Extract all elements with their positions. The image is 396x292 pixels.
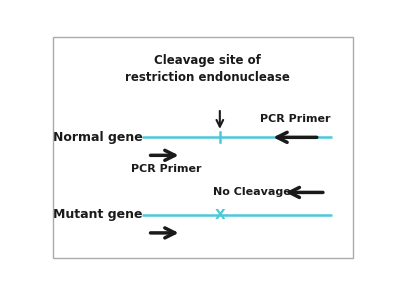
Text: PCR Primer: PCR Primer [260,114,330,124]
Text: Cleavage site of
restriction endonuclease: Cleavage site of restriction endonucleas… [125,54,290,84]
Text: X: X [215,208,225,222]
Text: Mutant gene: Mutant gene [53,208,142,221]
Text: No Cleavage: No Cleavage [213,187,291,197]
Text: PCR Primer: PCR Primer [131,164,202,174]
Text: Normal gene: Normal gene [53,131,142,144]
